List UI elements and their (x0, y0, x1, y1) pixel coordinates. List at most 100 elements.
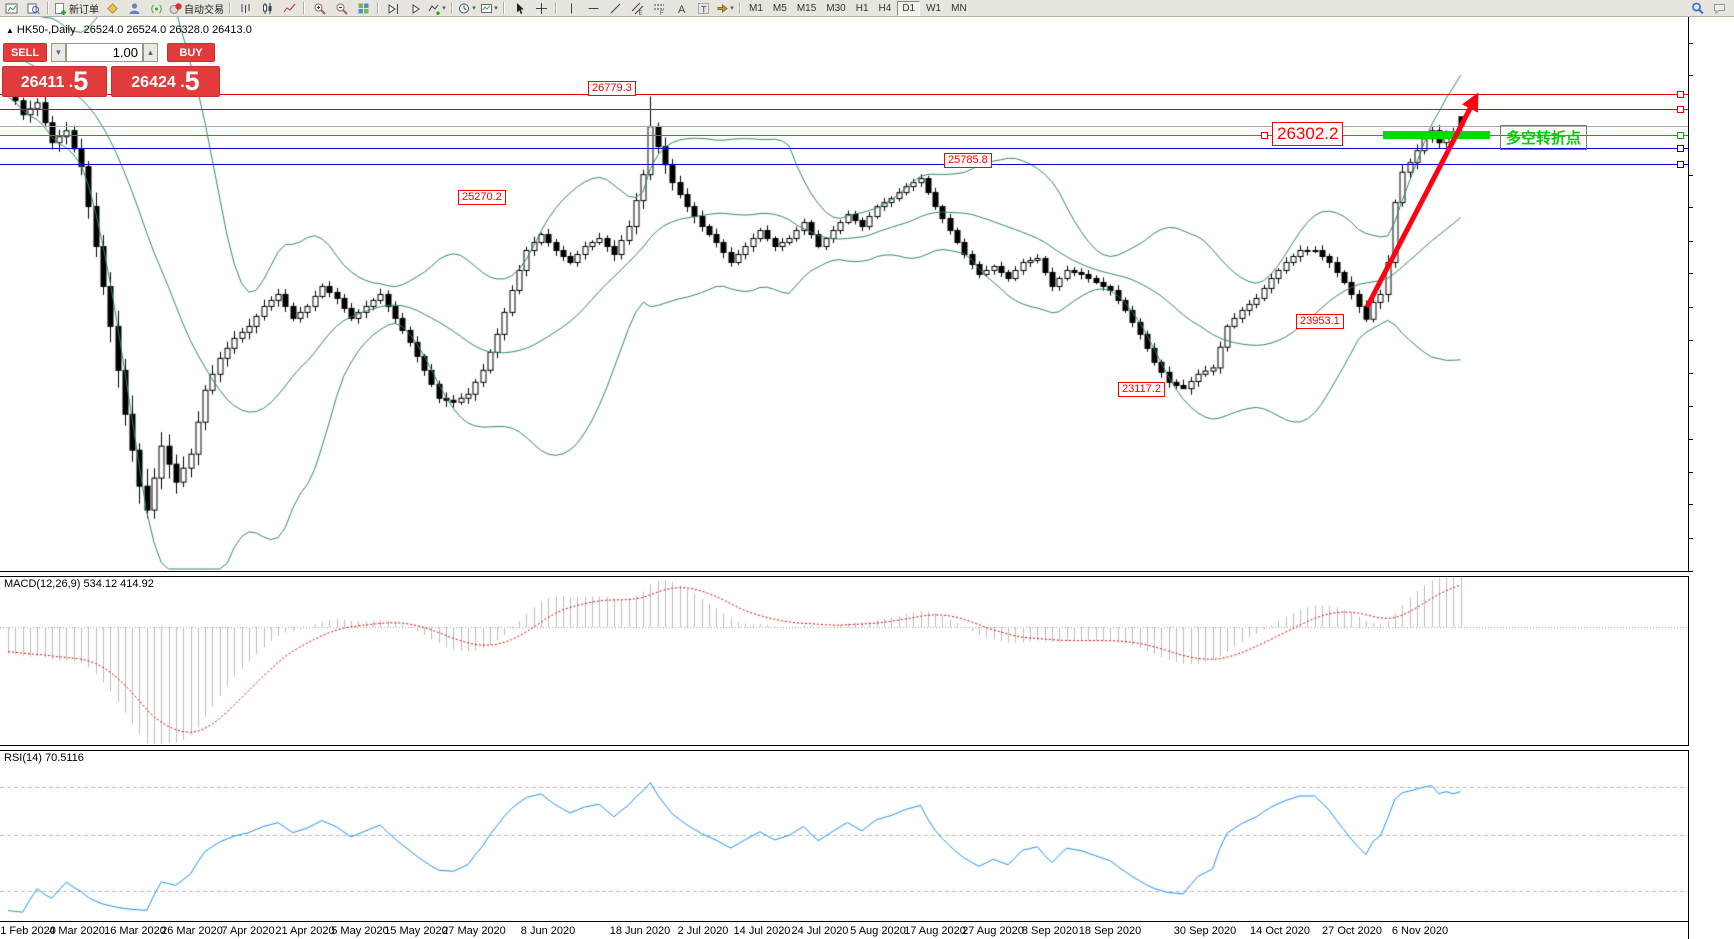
toolbar-right-group (1686, 0, 1730, 16)
volume-increase-button[interactable]: ▲ (143, 43, 158, 62)
price-tick-mark (1689, 207, 1693, 209)
candle-mode-button[interactable] (257, 1, 277, 15)
svg-text:A: A (678, 4, 686, 15)
line-mode-icon (283, 2, 296, 15)
chat-icon[interactable] (1709, 1, 1729, 15)
templates-button[interactable]: ▾ (479, 1, 499, 15)
support-highlight-bar[interactable] (1383, 131, 1490, 139)
time-axis-label: 26 Mar 2020 (161, 925, 223, 937)
horizontal-line-object[interactable] (0, 109, 1688, 111)
turning-point-note[interactable]: 多空转折点 (1500, 125, 1588, 150)
new-order-button[interactable]: 新订单 (53, 1, 100, 16)
volume-decrease-button[interactable]: ▼ (51, 43, 66, 62)
one-click-collapse-icon[interactable]: ▲ (6, 26, 14, 35)
new-chart-button[interactable] (1, 1, 21, 15)
toolbar-separator (503, 2, 505, 14)
zoom-out-button[interactable] (331, 1, 351, 15)
ohlc-values: 26524.0 26524.0 26328.0 26413.0 (83, 24, 252, 36)
price-callout-label[interactable]: 25785.8 (944, 153, 992, 168)
toolbar-separator (47, 2, 49, 14)
time-axis-label: 7 Apr 2020 (221, 925, 275, 937)
auto-scroll-button[interactable] (405, 1, 425, 15)
key-level-label[interactable]: 26302.2 (1272, 122, 1344, 146)
chevron-down-icon: ▾ (442, 5, 446, 12)
price-callout-label[interactable]: 26779.3 (588, 81, 636, 96)
autotrading-button[interactable]: 自动交易 (168, 1, 225, 16)
volume-input[interactable] (66, 43, 143, 62)
metaeditor-button[interactable] (102, 1, 122, 15)
rsi-pane-separator[interactable] (0, 745, 1689, 751)
trend-arrow-object[interactable] (1359, 89, 1484, 320)
price-callout-label[interactable]: 23117.2 (1118, 382, 1165, 397)
search-icon[interactable] (1687, 1, 1707, 15)
shapes-button[interactable]: ▾ (715, 1, 735, 15)
line-mode-button[interactable] (279, 1, 299, 15)
price-tick-mark (1689, 373, 1693, 375)
horizontal-line-object[interactable] (0, 164, 1688, 166)
rsi-indicator-label: RSI(14) 70.5116 (4, 752, 84, 764)
cursor-button[interactable] (509, 1, 529, 15)
signals-button[interactable] (146, 1, 166, 15)
crosshair-icon (535, 2, 548, 15)
line-anchor-handle[interactable] (1677, 161, 1684, 169)
time-axis-label: 27 Oct 2020 (1322, 925, 1382, 937)
autotrading-icon (169, 2, 182, 15)
timeframe-m5-button[interactable]: M5 (772, 2, 787, 14)
horizontal-line-object[interactable] (0, 94, 1688, 96)
horizontal-line-button[interactable] (583, 1, 603, 15)
symbol-period-label: HK50-,Daily (16, 24, 76, 36)
price-tick-mark (1689, 570, 1693, 572)
line-anchor-handle[interactable] (1677, 145, 1684, 153)
horizontal-line-object[interactable] (0, 148, 1688, 150)
timeframe-m15-button[interactable]: M15 (796, 2, 817, 14)
bar-mode-button[interactable] (235, 1, 255, 15)
periods-button[interactable]: ▾ (457, 1, 477, 15)
line-anchor-handle[interactable] (1677, 131, 1684, 139)
timeframe-m30-button[interactable]: M30 (826, 2, 846, 14)
crosshair-button[interactable] (531, 1, 551, 15)
price-tick-mark (1689, 439, 1693, 441)
community-icon (128, 2, 141, 15)
timeframe-h4-button[interactable]: H4 (878, 2, 892, 14)
timeframe-d1-button[interactable]: D1 (897, 0, 921, 16)
auto-scroll-icon (409, 2, 422, 15)
timeframe-h1-button[interactable]: H1 (855, 2, 869, 14)
timeframe-m1-button[interactable]: M1 (749, 2, 763, 14)
horizontal-line-object[interactable] (0, 134, 1688, 136)
price-axis-strip[interactable]: 27448.027040.025792.025384.024964.024556… (1689, 16, 1734, 939)
buy-button[interactable]: BUY (167, 43, 215, 62)
line-anchor-handle[interactable] (1677, 106, 1684, 114)
indicators-button[interactable]: ▾ (427, 1, 447, 15)
cursor-icon (513, 2, 526, 15)
price-callout-label[interactable]: 23953.1 (1296, 314, 1344, 329)
text-label-button[interactable]: T (693, 1, 713, 15)
sell-button[interactable]: SELL (3, 43, 47, 62)
main-toolbar: 新订单 自动交易 ▾ ▾ ▾ E F A T ▾ M1 M5 M15 M30 H1 H4 D1 W1 MN (0, 0, 1734, 17)
chart-title: ▲ HK50-,Daily 26524.0 26524.0 26328.0 2641… (6, 24, 252, 36)
price-callout-label[interactable]: 25270.2 (458, 190, 506, 205)
timeframe-mn-button[interactable]: MN (951, 2, 967, 14)
time-axis-border (0, 921, 1689, 922)
text-button[interactable]: A (671, 1, 691, 15)
line-anchor-handle[interactable] (1261, 131, 1268, 139)
time-axis-label: 17 Aug 2020 (904, 925, 966, 937)
price-axis-border (1688, 16, 1689, 939)
buy-price-box[interactable]: 26424 .5 (111, 66, 220, 97)
fibonacci-button[interactable]: F (649, 1, 669, 15)
price-tick-mark (1689, 42, 1693, 44)
tile-windows-button[interactable] (353, 1, 373, 15)
shift-end-button[interactable] (383, 1, 403, 15)
vertical-line-button[interactable] (561, 1, 581, 15)
macd-pane-separator[interactable] (0, 571, 1689, 577)
metaeditor-icon (106, 2, 119, 15)
sell-price-box[interactable]: 26411 .5 (2, 66, 107, 97)
zoom-in-button[interactable] (309, 1, 329, 15)
timeframe-w1-button[interactable]: W1 (926, 2, 942, 14)
profiles-button[interactable] (23, 1, 43, 15)
community-button[interactable] (124, 1, 144, 15)
channel-button[interactable]: E (627, 1, 647, 15)
trendline-button[interactable] (605, 1, 625, 15)
line-anchor-handle[interactable] (1677, 91, 1684, 99)
buy-price-main: 26424 . (131, 74, 185, 91)
time-axis-label: 24 Jul 2020 (791, 925, 849, 937)
